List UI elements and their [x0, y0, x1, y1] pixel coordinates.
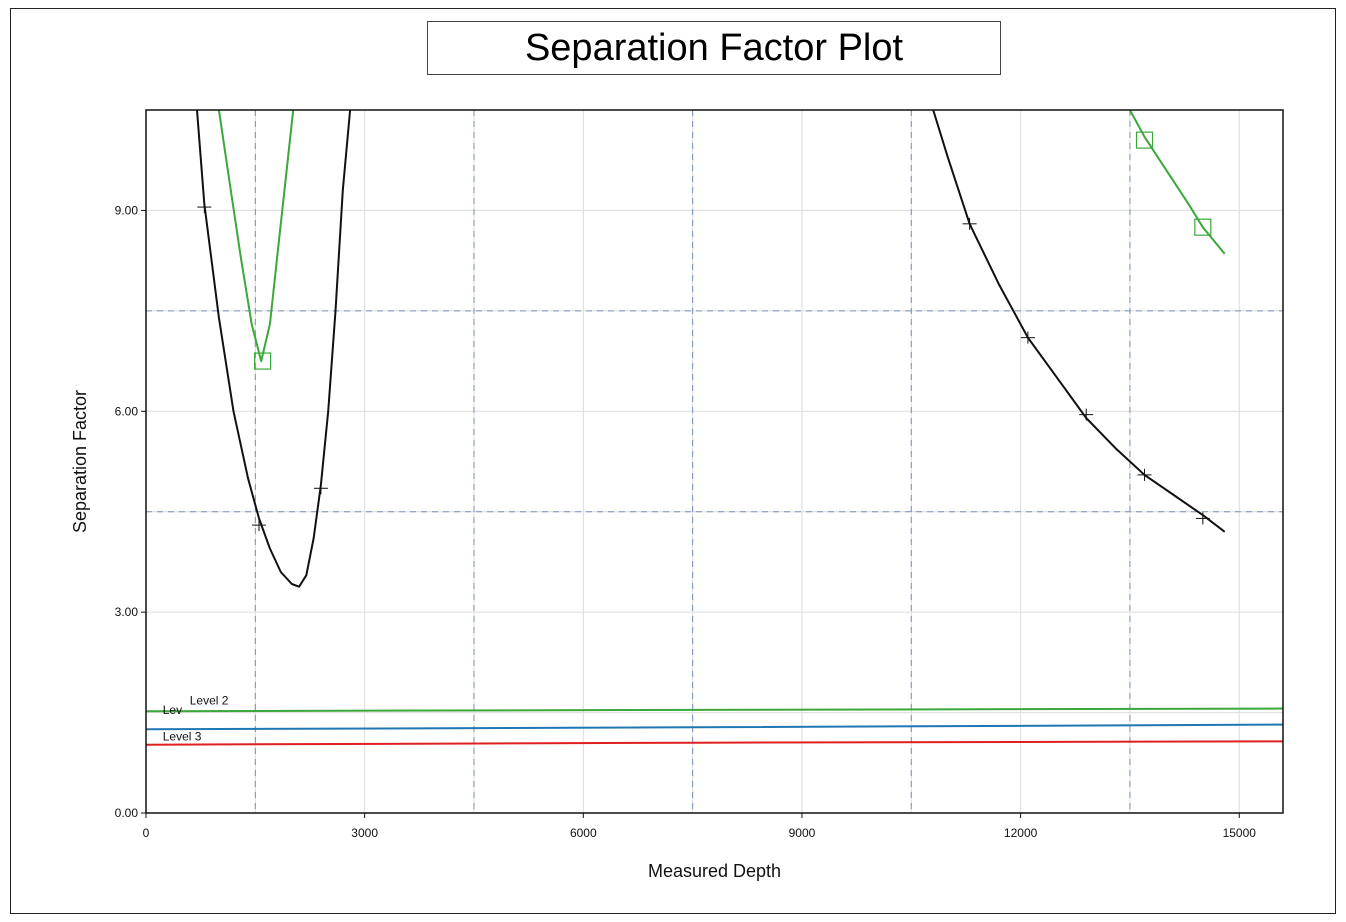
- x-tick-label: 3000: [351, 826, 378, 840]
- series-1-marker-1: [1135, 131, 1154, 149]
- series-1-marker-0: [254, 352, 272, 370]
- chart-title: Separation Factor Plot: [427, 21, 1001, 75]
- grid-layer: [146, 110, 1283, 813]
- series-0-marker-7: [1195, 512, 1210, 525]
- x-tick-label: 0: [143, 826, 150, 840]
- x-axis-label: Measured Depth: [648, 861, 781, 881]
- series-layer: Level 2 Lev Level 3: [146, 110, 1283, 746]
- level-line-2: [146, 740, 1283, 746]
- x-tick-label: 15000: [1223, 826, 1257, 840]
- series-0-curve-1: [932, 110, 1226, 533]
- series-0-marker-3: [962, 217, 977, 230]
- x-tick-label: 9000: [789, 826, 816, 840]
- series-0-marker-1: [251, 519, 266, 532]
- x-tick-label: 6000: [570, 826, 597, 840]
- y-axis-label: Separation Factor: [70, 390, 90, 533]
- plot-border: [145, 109, 1284, 814]
- series-0-marker-0: [197, 201, 212, 214]
- y-tick-label: 6.00: [115, 404, 139, 418]
- y-tick-label: 3.00: [115, 605, 139, 619]
- series-1-marker-2: [1194, 218, 1212, 236]
- chart-frame: [10, 8, 1336, 914]
- series-0-marker-6: [1137, 468, 1152, 481]
- plot-area: [146, 110, 1283, 746]
- level-label-0: Level 2: [190, 694, 229, 708]
- y-tick-label: 9.00: [115, 203, 139, 217]
- axis-layer: 0 3000 6000 9000 12000 15000 0.00 3.00 6.00 9.00: [115, 109, 1284, 840]
- series-0-marker-4: [1020, 331, 1035, 344]
- series-0-curve-0: [196, 110, 352, 588]
- level-line-0: [146, 707, 1283, 713]
- series-1-curve-0: [217, 110, 295, 363]
- series-0-marker-5: [1079, 408, 1094, 421]
- level-label-2: Level 3: [163, 730, 202, 744]
- x-tick-label: 12000: [1004, 826, 1038, 840]
- level-line-3: [146, 723, 1283, 731]
- level-label-1: Lev: [163, 703, 182, 717]
- series-0-marker-2: [313, 482, 328, 495]
- y-tick-label: 0.00: [115, 806, 139, 820]
